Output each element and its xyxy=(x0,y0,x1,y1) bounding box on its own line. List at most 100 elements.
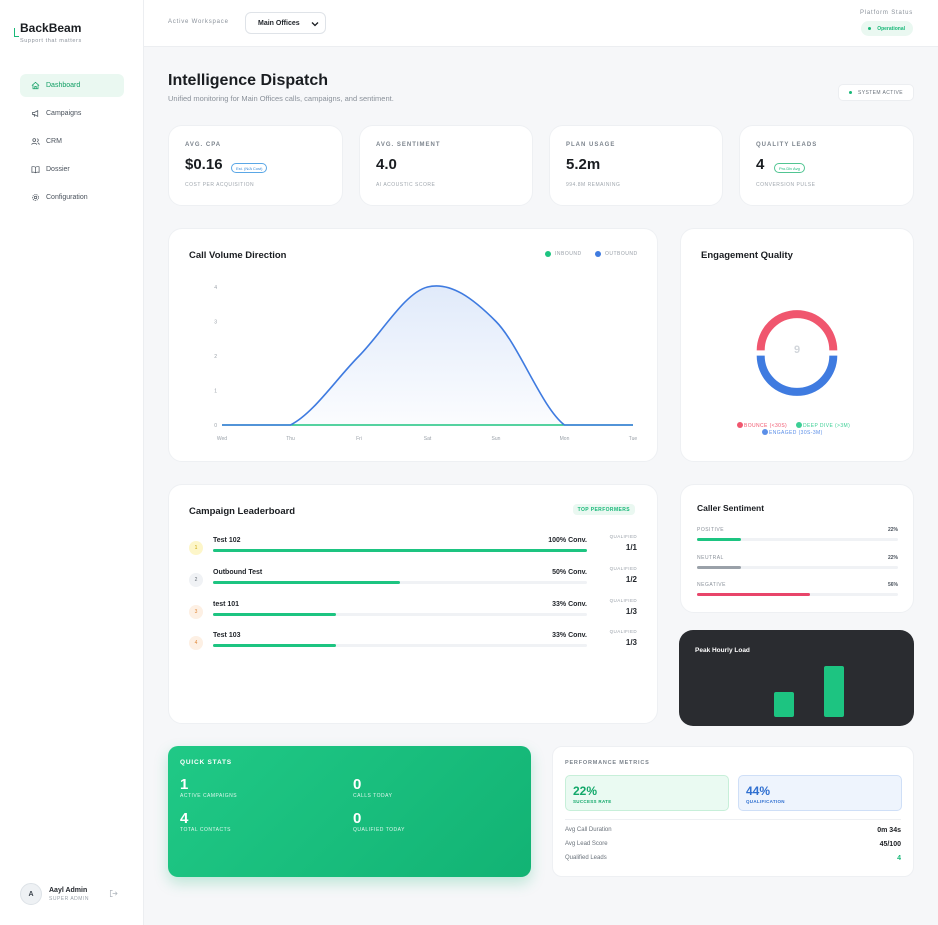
sentiment-label: NEUTRAL xyxy=(697,555,724,561)
qualification-box: 44% QUALIFICATION xyxy=(738,775,902,811)
stat-active-campaigns: 1 ACTIVE CAMPAIGNS xyxy=(180,776,237,799)
logout-icon[interactable] xyxy=(109,889,118,898)
workspace-select[interactable]: Main Offices xyxy=(245,12,326,34)
page-subtitle: Unified monitoring for Main Offices call… xyxy=(168,94,394,103)
kpi-card-cpa: AVG. CPA $0.16 Est. (N/A Cost) COST PER … xyxy=(168,125,343,206)
leaderboard-row[interactable]: 2 Outbound Test 50% Conv. QUALIFIED 1/2 xyxy=(189,566,637,595)
stat-label: CALLS TODAY xyxy=(353,793,393,799)
donut-bounce-arc xyxy=(756,310,838,351)
card-title: Engagement Quality xyxy=(701,250,793,261)
engagement-legend-engaged: ENGAGED (30S-3M) xyxy=(762,429,823,436)
legend-label: OUTBOUND xyxy=(605,251,638,257)
sidebar-item-label: CRM xyxy=(46,138,62,145)
outbound-series-line xyxy=(222,285,633,426)
metric-label: QUALIFICATION xyxy=(746,799,785,804)
sidebar: BackBeam Support that matters Dashboard … xyxy=(0,0,144,925)
kpi-foot: AI ACOUSTIC SCORE xyxy=(376,182,436,188)
legend-outbound: OUTBOUND xyxy=(595,251,638,257)
kpi-value: 4.0 xyxy=(376,156,397,173)
card-title: Campaign Leaderboard xyxy=(189,506,296,517)
engagement-legend-bounce: BOUNCE (<30S) xyxy=(737,422,787,429)
performance-title: PERFORMANCE METRICS xyxy=(565,760,650,766)
page-title: Intelligence Dispatch xyxy=(168,72,329,89)
system-active-badge: SYSTEM ACTIVE xyxy=(838,84,914,101)
home-icon xyxy=(31,81,40,90)
sentiment-row-positive: POSITIVE 22% xyxy=(697,527,898,541)
logo-mark xyxy=(14,28,19,37)
sidebar-item-label: Campaigns xyxy=(46,110,82,117)
kpi-card-sentiment: AVG. SENTIMENT 4.0 AI ACOUSTIC SCORE xyxy=(359,125,533,206)
x-tick-label: Sun xyxy=(492,436,501,442)
qualified-value: 1/3 xyxy=(625,638,637,647)
sidebar-item-crm[interactable]: CRM xyxy=(20,130,124,153)
sidebar-item-dashboard[interactable]: Dashboard xyxy=(20,74,124,97)
stat-value: 0 xyxy=(353,776,362,793)
conversion-rate: 33% Conv. xyxy=(552,632,587,639)
legend-label: BOUNCE (<30S) xyxy=(744,423,788,429)
x-tick-label: Fri xyxy=(356,436,362,442)
stat-total-contacts: 4 TOTAL CONTACTS xyxy=(180,810,231,833)
engagement-card: Engagement Quality 9 BOUNCE (<30S) DEEP … xyxy=(680,228,914,462)
metric-value: 22% xyxy=(573,784,598,798)
metric-value: 44% xyxy=(746,784,771,798)
kpi-label: QUALITY LEADS xyxy=(756,142,818,148)
sidebar-item-campaigns[interactable]: Campaigns xyxy=(20,102,124,125)
stat-value: 1 xyxy=(180,776,189,793)
progress-track xyxy=(213,549,587,552)
user-profile[interactable]: A Aayl Admin SUPER ADMIN xyxy=(20,881,124,907)
engagement-legend-deep-dive: DEEP DIVE (>3M) xyxy=(796,422,850,429)
leaderboard-row[interactable]: 3 test 101 33% Conv. QUALIFIED 1/3 xyxy=(189,598,637,627)
kpi-card-quality-leads: QUALITY LEADS 4 Pro.Dlv Avg CONVERSION P… xyxy=(739,125,914,206)
divider xyxy=(565,819,901,820)
brand-tagline: Support that matters xyxy=(20,38,82,44)
rank-badge: 4 xyxy=(189,636,203,650)
y-tick-label: 3 xyxy=(214,320,217,326)
x-tick-label: Thu xyxy=(286,436,295,442)
conversion-rate: 33% Conv. xyxy=(552,601,587,608)
stat-label: TOTAL CONTACTS xyxy=(180,827,231,833)
y-tick-label: 2 xyxy=(214,354,217,360)
avatar: A xyxy=(20,883,42,905)
sentiment-row-negative: NEGATIVE 56% xyxy=(697,582,898,596)
metric-row-label: Avg Call Duration xyxy=(565,827,612,833)
legend-swatch xyxy=(595,251,601,257)
stat-label: ACTIVE CAMPAIGNS xyxy=(180,793,238,799)
metric-row-label: Qualified Leads xyxy=(565,855,607,861)
kpi-foot: CONVERSION PULSE xyxy=(756,182,816,188)
sentiment-fill xyxy=(697,538,742,541)
call-volume-chart: 0 1 2 3 4 Wed Thu Fri Sat Sun Mon Tue xyxy=(214,285,638,442)
user-role: SUPER ADMIN xyxy=(49,895,89,902)
topbar: Active Workspace Main Offices Platform S… xyxy=(144,0,938,47)
sidebar-item-dossier[interactable]: Dossier xyxy=(20,158,124,181)
metric-row-avg-call-duration: Avg Call Duration 0m 34s xyxy=(565,827,901,834)
progress-fill xyxy=(213,644,337,647)
card-title: Peak Hourly Load xyxy=(695,647,750,654)
rank-badge: 2 xyxy=(189,573,203,587)
sentiment-track xyxy=(697,593,898,596)
qualified-label: QUALIFIED xyxy=(609,598,637,603)
legend-swatch xyxy=(762,429,768,435)
campaign-name: Test 103 xyxy=(213,632,241,639)
leaderboard-row[interactable]: 1 Test 102 100% Conv. QUALIFIED 1/1 xyxy=(189,534,637,563)
stat-label: QUALIFIED TODAY xyxy=(353,827,405,833)
progress-track xyxy=(213,644,587,647)
metric-row-value: 45/100 xyxy=(879,841,901,848)
brand-logo[interactable]: BackBeam xyxy=(20,21,82,35)
sidebar-item-configuration[interactable]: Configuration xyxy=(20,186,124,209)
performance-card: PERFORMANCE METRICS 22% SUCCESS RATE 44%… xyxy=(552,746,914,877)
stat-value: 0 xyxy=(353,810,362,827)
progress-fill xyxy=(213,581,400,584)
metric-row-avg-lead-score: Avg Lead Score 45/100 xyxy=(565,841,901,848)
metric-label: SUCCESS RATE xyxy=(573,799,612,804)
x-tick-label: Tue xyxy=(629,436,638,442)
platform-status-label: Platform Status xyxy=(859,10,913,16)
qualified-value: 1/2 xyxy=(625,575,637,584)
y-tick-label: 1 xyxy=(214,389,217,395)
legend-label: INBOUND xyxy=(555,251,582,257)
leaderboard-row[interactable]: 4 Test 103 33% Conv. QUALIFIED 1/3 xyxy=(189,629,637,658)
megaphone-icon xyxy=(31,110,39,117)
y-tick-label: 4 xyxy=(214,285,217,291)
workspace-value: Main Offices xyxy=(258,19,300,27)
workspace-label: Active Workspace xyxy=(168,19,229,25)
user-info: Aayl Admin SUPER ADMIN xyxy=(49,887,89,902)
